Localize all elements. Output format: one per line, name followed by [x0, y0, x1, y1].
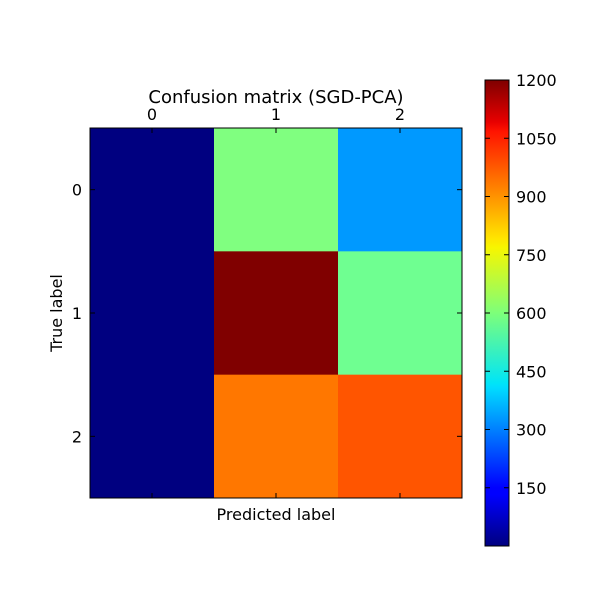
colorbar-tick-label: 750 [516, 246, 547, 265]
heatmap-cell-1-2 [338, 251, 463, 376]
x-tick-label: 1 [271, 105, 281, 124]
y-axis-label: True label [47, 274, 66, 353]
x-tick-labels: 0 1 2 [147, 105, 405, 498]
colorbar-tick-label: 150 [516, 479, 547, 498]
colorbar-tick-labels: 150 300 450 600 750 900 1050 1200 [485, 71, 557, 498]
colorbar-tick-label: 300 [516, 421, 547, 440]
heatmap-cell-2-1 [214, 374, 339, 499]
y-tick-labels: 0 1 2 [72, 181, 462, 446]
chart-title: Confusion matrix (SGD-PCA) [148, 87, 403, 108]
colorbar-tick-label: 450 [516, 362, 547, 381]
heatmap-cell-0-1 [214, 128, 339, 252]
y-tick-label: 0 [72, 181, 82, 200]
heatmap-cell-0-0 [90, 128, 215, 252]
heatmap-cell-1-0 [90, 251, 215, 376]
colorbar-tick-label: 600 [516, 304, 547, 323]
heatmap-cells [90, 128, 463, 499]
x-tick-label: 2 [395, 105, 405, 124]
y-tick-label: 2 [72, 427, 82, 446]
colorbar-tick-label: 1200 [516, 71, 557, 90]
x-axis-label: Predicted label [217, 505, 336, 524]
heatmap-cell-0-2 [338, 128, 463, 252]
heatmap-cell-1-1 [214, 251, 339, 376]
heatmap-cell-2-2 [338, 374, 463, 499]
colorbar-tick-label: 1050 [516, 129, 557, 148]
colorbar-tick-label: 900 [516, 188, 547, 207]
heatmap-cell-2-0 [90, 374, 215, 499]
y-tick-label: 1 [72, 304, 82, 323]
x-tick-label: 0 [147, 105, 157, 124]
